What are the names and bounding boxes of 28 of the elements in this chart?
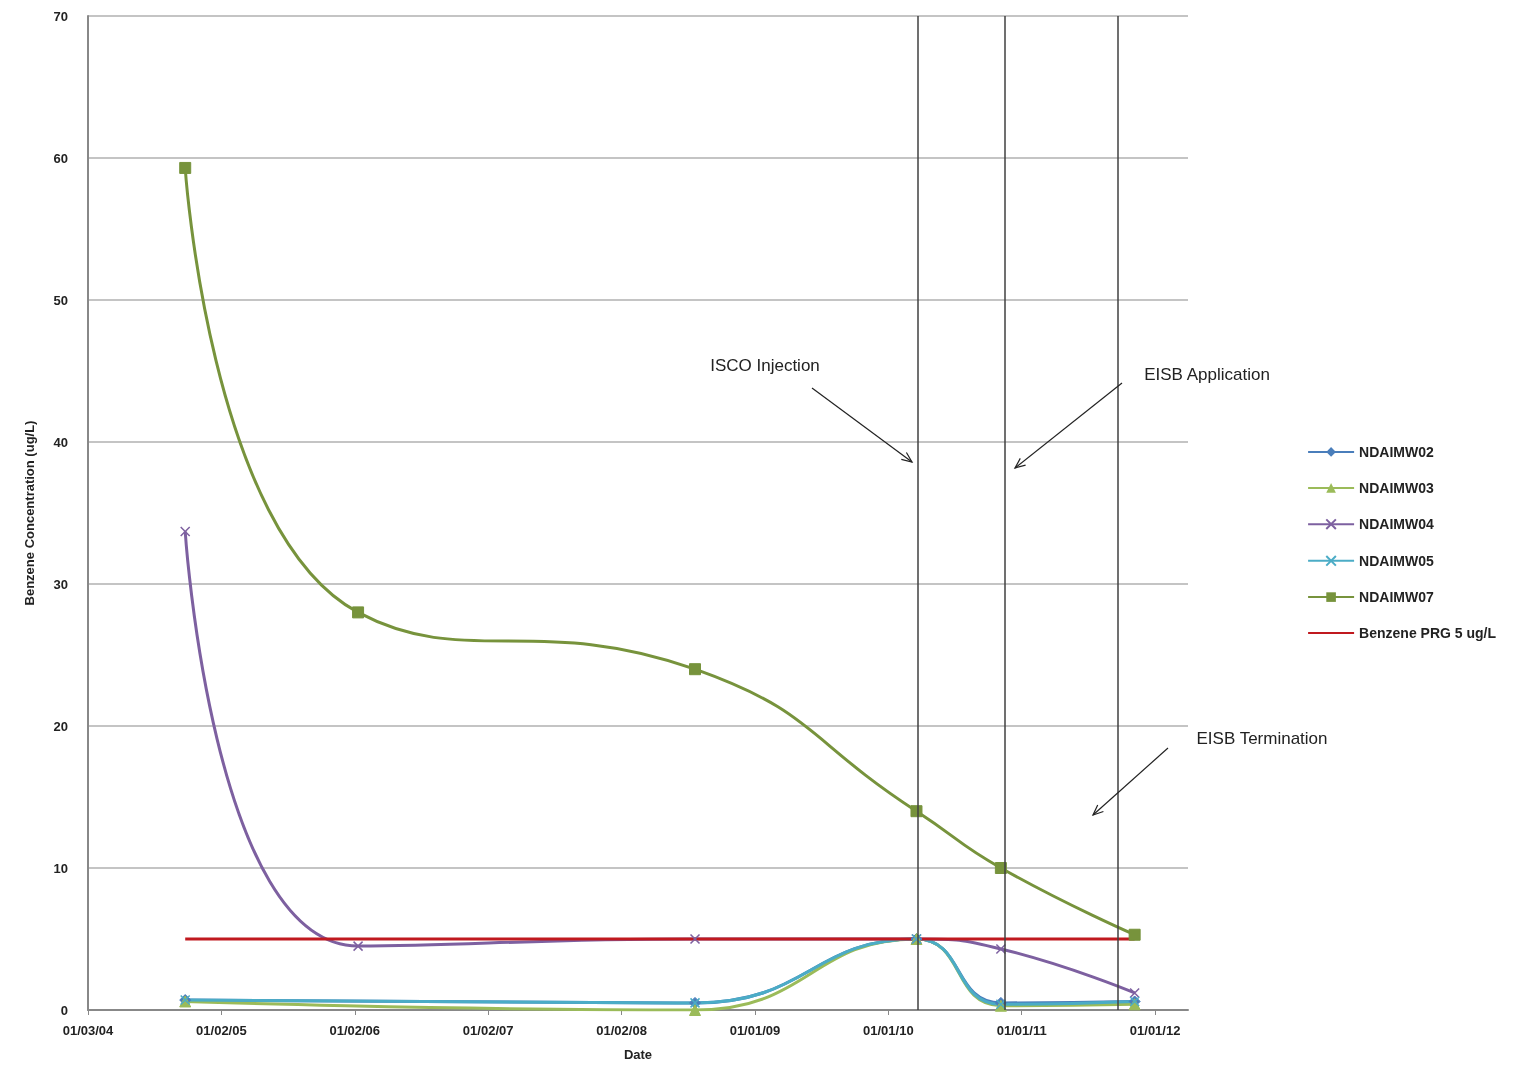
x-tick-label: 01/02/05 [196, 1023, 247, 1038]
y-axis-title: Benzene Concentration (ug/L) [22, 420, 37, 606]
annotation: ISCO Injection [710, 356, 820, 376]
x-tick-label: 01/02/08 [596, 1023, 647, 1038]
x-tick-label: 01/01/12 [1129, 1023, 1181, 1038]
y-tick-label: 20 [53, 718, 68, 734]
x-tick-label: 01/01/09 [729, 1023, 781, 1038]
x-axis-title: Date [623, 1047, 653, 1062]
x-tick-label: 01/02/07 [462, 1023, 514, 1038]
x-tick-label: 01/01/10 [863, 1023, 914, 1038]
x-tick-label: 01/02/06 [329, 1023, 381, 1038]
x-tick-label: 01/01/11 [996, 1023, 1047, 1038]
legend-label: NDAIMW02 [1359, 443, 1434, 460]
legend-label: Benzene PRG 5 ug/L [1359, 625, 1497, 642]
legend-label: NDAIMW04 [1359, 516, 1434, 533]
y-tick-label: 70 [53, 8, 68, 24]
annotation: EISB Application [1144, 365, 1270, 385]
x-tick-label: 01/03/04 [62, 1023, 115, 1038]
y-tick-label: 50 [53, 292, 68, 308]
legend-label: NDAIMW03 [1359, 479, 1434, 496]
y-tick-label: 60 [53, 150, 68, 166]
y-tick-label: 0 [60, 1002, 68, 1018]
legend-label: NDAIMW05 [1359, 552, 1434, 569]
legend-label: NDAIMW07 [1359, 589, 1434, 606]
y-tick-label: 30 [53, 576, 68, 592]
y-tick-label: 40 [53, 434, 68, 450]
y-tick-label: 10 [53, 860, 68, 876]
text: EISB Termination [1196, 729, 1328, 749]
